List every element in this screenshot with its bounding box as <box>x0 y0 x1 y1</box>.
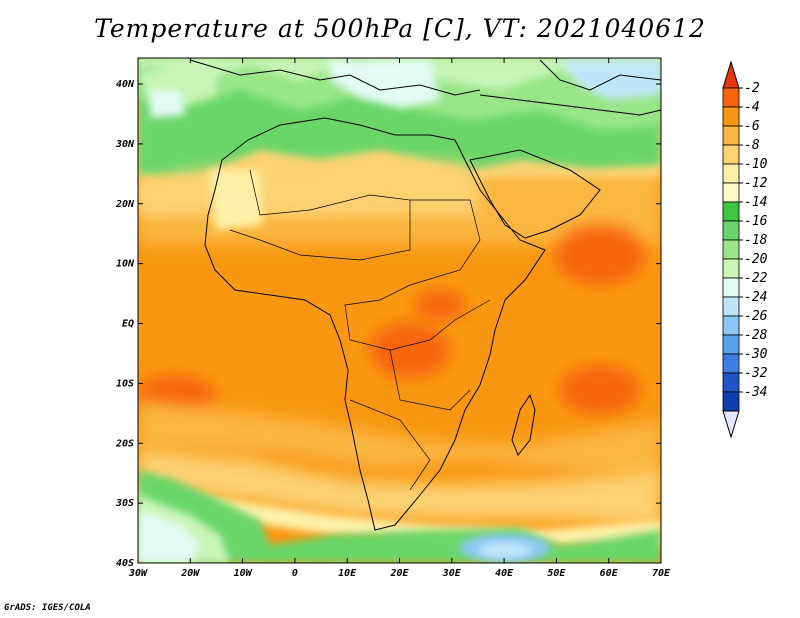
lon-tick-label: 10E <box>338 568 357 579</box>
axis-ticks: 30W 20W 10W 0 10E 20E 30E 40E 50E 60E 70E 40N 30N 20N… <box>115 58 671 579</box>
lat-tick-label: 10N <box>116 259 135 270</box>
colorbar-swatch <box>722 144 740 165</box>
colorbar-swatch <box>722 201 740 222</box>
temperature-field <box>138 58 661 563</box>
colorbar-swatch <box>722 372 740 393</box>
colorbar-label: -10 <box>744 157 768 172</box>
colorbar-label: -12 <box>744 176 768 191</box>
colorbar-label: -2 <box>744 81 760 96</box>
lat-tick-label: 20N <box>115 199 135 210</box>
colorbar-swatch <box>722 353 740 374</box>
colorbar-swatch <box>722 125 740 146</box>
lat-tick-label: 30N <box>115 139 135 150</box>
colorbar-swatch <box>722 220 740 241</box>
colorbar-swatch <box>722 391 740 412</box>
colorbar-swatch <box>722 277 740 298</box>
colorbar-label: -16 <box>744 214 768 229</box>
colorbar-swatch <box>722 106 740 127</box>
colorbar-swatch <box>722 334 740 355</box>
coastlines <box>189 59 661 531</box>
lat-tick-label: 40N <box>116 79 135 90</box>
lon-tick-label: 60E <box>600 568 619 579</box>
colorbar-label: -28 <box>744 328 768 343</box>
lon-tick-label: 10W <box>234 568 253 579</box>
colorbar-swatch <box>722 315 740 336</box>
lon-tick-label: 30E <box>442 568 462 579</box>
colorbar-label: -26 <box>744 309 768 324</box>
lon-tick-label: 20W <box>180 568 200 579</box>
colorbar-label: -34 <box>744 385 767 400</box>
colorbar-label: -22 <box>744 271 768 286</box>
lon-tick-label: 40E <box>495 568 514 579</box>
lat-tick-label: 10S <box>116 378 134 389</box>
lon-tick-label: 30W <box>128 568 148 579</box>
credit-label: GrADS: IGES/COLA <box>4 603 91 613</box>
colorbar-label: -32 <box>744 366 768 381</box>
lat-tick-label: 30S <box>115 498 134 509</box>
map-title: Temperature at 500hPa [C], VT: 202104061… <box>94 14 706 43</box>
colorbar-label: -30 <box>744 347 768 362</box>
colorbar: -2 -4 -6 -8 -10 -12 -14 -16 -18 -20 -22 -24 -26 -28 -3… <box>722 60 768 439</box>
colorbar-label: -24 <box>744 290 767 305</box>
colorbar-label: -4 <box>744 100 760 115</box>
colorbar-label: -18 <box>744 233 768 248</box>
colorbar-label: -20 <box>744 252 768 267</box>
lon-tick-label: 0 <box>292 568 298 579</box>
colorbar-swatch <box>722 296 740 317</box>
colorbar-swatch <box>722 258 740 279</box>
lat-tick-label: 40S <box>116 558 134 569</box>
colorbar-label: -8 <box>744 138 760 153</box>
colorbar-max-arrow <box>722 60 740 89</box>
colorbar-swatch <box>722 239 740 260</box>
colorbar-swatch <box>722 163 740 184</box>
country-borders <box>229 169 491 491</box>
colorbar-swatch <box>722 87 740 108</box>
colorbar-label: -6 <box>744 119 760 134</box>
lat-tick-label: 20S <box>115 438 134 449</box>
lon-tick-label: 20E <box>389 568 409 579</box>
lon-tick-label: 50E <box>547 568 566 579</box>
colorbar-min-arrow <box>722 410 740 439</box>
lat-tick-label: EQ <box>122 319 134 330</box>
colorbar-swatch <box>722 182 740 203</box>
lon-tick-label: 70E <box>652 568 671 579</box>
colorbar-label: -14 <box>744 195 767 210</box>
